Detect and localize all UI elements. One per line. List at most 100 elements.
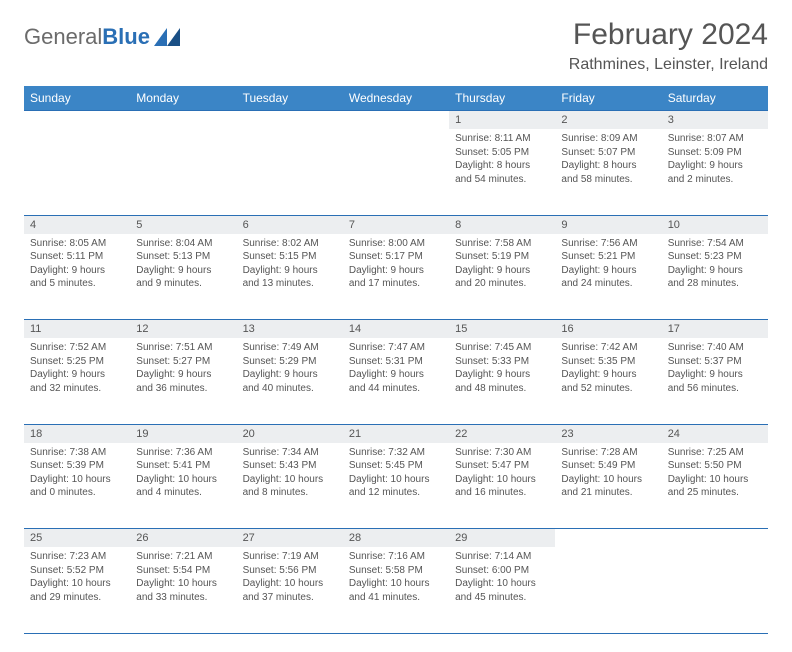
day-cell-header: 20 bbox=[237, 424, 343, 443]
day-cell-body: Sunrise: 8:04 AMSunset: 5:13 PMDaylight:… bbox=[130, 234, 236, 320]
day-number: 21 bbox=[343, 425, 449, 443]
day-number: 18 bbox=[24, 425, 130, 443]
day-cell-body bbox=[343, 129, 449, 215]
day-number: 4 bbox=[24, 216, 130, 234]
day-cell-header: 22 bbox=[449, 424, 555, 443]
day-number: 13 bbox=[237, 320, 343, 338]
day-info: Sunrise: 7:19 AMSunset: 5:56 PMDaylight:… bbox=[237, 547, 343, 610]
day-info: Sunrise: 7:51 AMSunset: 5:27 PMDaylight:… bbox=[130, 338, 236, 401]
day-number: 17 bbox=[662, 320, 768, 338]
day-number: 23 bbox=[555, 425, 661, 443]
day-cell-header: 27 bbox=[237, 529, 343, 548]
day-number: 7 bbox=[343, 216, 449, 234]
day-cell-body: Sunrise: 7:45 AMSunset: 5:33 PMDaylight:… bbox=[449, 338, 555, 424]
day-cell-body: Sunrise: 8:00 AMSunset: 5:17 PMDaylight:… bbox=[343, 234, 449, 320]
day-number: 28 bbox=[343, 529, 449, 547]
logo-word1: General bbox=[24, 24, 102, 49]
day-cell-header: 3 bbox=[662, 111, 768, 130]
location: Rathmines, Leinster, Ireland bbox=[569, 56, 768, 74]
day-info: Sunrise: 7:52 AMSunset: 5:25 PMDaylight:… bbox=[24, 338, 130, 401]
day-info: Sunrise: 8:09 AMSunset: 5:07 PMDaylight:… bbox=[555, 129, 661, 192]
day-cell-header: 5 bbox=[130, 215, 236, 234]
day-cell-header: 8 bbox=[449, 215, 555, 234]
day-number bbox=[662, 529, 768, 547]
day-number: 26 bbox=[130, 529, 236, 547]
day-info: Sunrise: 7:42 AMSunset: 5:35 PMDaylight:… bbox=[555, 338, 661, 401]
day-info: Sunrise: 7:49 AMSunset: 5:29 PMDaylight:… bbox=[237, 338, 343, 401]
day-number: 29 bbox=[449, 529, 555, 547]
day-info: Sunrise: 7:47 AMSunset: 5:31 PMDaylight:… bbox=[343, 338, 449, 401]
day-cell-header: 12 bbox=[130, 320, 236, 339]
day-info: Sunrise: 8:02 AMSunset: 5:15 PMDaylight:… bbox=[237, 234, 343, 297]
day-info: Sunrise: 7:40 AMSunset: 5:37 PMDaylight:… bbox=[662, 338, 768, 401]
weekday-header: Saturday bbox=[662, 86, 768, 111]
day-cell-header: 10 bbox=[662, 215, 768, 234]
logo-triangle-icon bbox=[154, 28, 180, 46]
day-cell-header bbox=[555, 529, 661, 548]
day-cell-body: Sunrise: 7:56 AMSunset: 5:21 PMDaylight:… bbox=[555, 234, 661, 320]
day-cell-header bbox=[343, 111, 449, 130]
day-number: 8 bbox=[449, 216, 555, 234]
day-info: Sunrise: 8:00 AMSunset: 5:17 PMDaylight:… bbox=[343, 234, 449, 297]
day-cell-header: 9 bbox=[555, 215, 661, 234]
day-cell-body: Sunrise: 7:49 AMSunset: 5:29 PMDaylight:… bbox=[237, 338, 343, 424]
day-cell-body: Sunrise: 7:36 AMSunset: 5:41 PMDaylight:… bbox=[130, 443, 236, 529]
day-cell-body: Sunrise: 7:42 AMSunset: 5:35 PMDaylight:… bbox=[555, 338, 661, 424]
logo: GeneralBlue bbox=[24, 24, 180, 50]
day-cell-header: 18 bbox=[24, 424, 130, 443]
day-cell-body: Sunrise: 7:34 AMSunset: 5:43 PMDaylight:… bbox=[237, 443, 343, 529]
day-number bbox=[555, 529, 661, 547]
day-cell-header: 25 bbox=[24, 529, 130, 548]
day-number: 27 bbox=[237, 529, 343, 547]
day-cell-body bbox=[130, 129, 236, 215]
day-cell-body: Sunrise: 7:28 AMSunset: 5:49 PMDaylight:… bbox=[555, 443, 661, 529]
day-cell-body: Sunrise: 8:07 AMSunset: 5:09 PMDaylight:… bbox=[662, 129, 768, 215]
day-info: Sunrise: 8:04 AMSunset: 5:13 PMDaylight:… bbox=[130, 234, 236, 297]
day-cell-header: 16 bbox=[555, 320, 661, 339]
day-info: Sunrise: 7:32 AMSunset: 5:45 PMDaylight:… bbox=[343, 443, 449, 506]
day-cell-body: Sunrise: 7:38 AMSunset: 5:39 PMDaylight:… bbox=[24, 443, 130, 529]
weekday-header: Tuesday bbox=[237, 86, 343, 111]
weekday-header: Wednesday bbox=[343, 86, 449, 111]
day-number: 9 bbox=[555, 216, 661, 234]
day-info: Sunrise: 8:05 AMSunset: 5:11 PMDaylight:… bbox=[24, 234, 130, 297]
day-cell-body: Sunrise: 7:47 AMSunset: 5:31 PMDaylight:… bbox=[343, 338, 449, 424]
day-cell-header: 7 bbox=[343, 215, 449, 234]
day-number bbox=[130, 111, 236, 129]
weekday-header: Monday bbox=[130, 86, 236, 111]
day-info: Sunrise: 7:56 AMSunset: 5:21 PMDaylight:… bbox=[555, 234, 661, 297]
day-cell-body: Sunrise: 8:11 AMSunset: 5:05 PMDaylight:… bbox=[449, 129, 555, 215]
day-cell-header: 15 bbox=[449, 320, 555, 339]
calendar-table: SundayMondayTuesdayWednesdayThursdayFrid… bbox=[24, 86, 768, 634]
day-cell-header: 17 bbox=[662, 320, 768, 339]
day-info: Sunrise: 8:11 AMSunset: 5:05 PMDaylight:… bbox=[449, 129, 555, 192]
day-info: Sunrise: 7:36 AMSunset: 5:41 PMDaylight:… bbox=[130, 443, 236, 506]
day-cell-header: 2 bbox=[555, 111, 661, 130]
day-number: 11 bbox=[24, 320, 130, 338]
day-cell-header: 14 bbox=[343, 320, 449, 339]
day-cell-header: 24 bbox=[662, 424, 768, 443]
day-info: Sunrise: 7:58 AMSunset: 5:19 PMDaylight:… bbox=[449, 234, 555, 297]
weekday-header: Sunday bbox=[24, 86, 130, 111]
day-cell-body: Sunrise: 7:21 AMSunset: 5:54 PMDaylight:… bbox=[130, 547, 236, 633]
day-cell-header bbox=[24, 111, 130, 130]
weekday-header: Thursday bbox=[449, 86, 555, 111]
day-cell-body: Sunrise: 8:02 AMSunset: 5:15 PMDaylight:… bbox=[237, 234, 343, 320]
day-number bbox=[343, 111, 449, 129]
day-cell-header: 11 bbox=[24, 320, 130, 339]
day-number: 20 bbox=[237, 425, 343, 443]
day-cell-body: Sunrise: 7:52 AMSunset: 5:25 PMDaylight:… bbox=[24, 338, 130, 424]
day-cell-body: Sunrise: 7:58 AMSunset: 5:19 PMDaylight:… bbox=[449, 234, 555, 320]
day-cell-header: 13 bbox=[237, 320, 343, 339]
day-number: 24 bbox=[662, 425, 768, 443]
day-number: 15 bbox=[449, 320, 555, 338]
day-info: Sunrise: 7:25 AMSunset: 5:50 PMDaylight:… bbox=[662, 443, 768, 506]
day-cell-body: Sunrise: 7:40 AMSunset: 5:37 PMDaylight:… bbox=[662, 338, 768, 424]
day-number: 6 bbox=[237, 216, 343, 234]
day-cell-header bbox=[662, 529, 768, 548]
day-number: 19 bbox=[130, 425, 236, 443]
day-cell-body: Sunrise: 7:25 AMSunset: 5:50 PMDaylight:… bbox=[662, 443, 768, 529]
day-cell-body bbox=[24, 129, 130, 215]
day-number: 2 bbox=[555, 111, 661, 129]
day-cell-header: 6 bbox=[237, 215, 343, 234]
